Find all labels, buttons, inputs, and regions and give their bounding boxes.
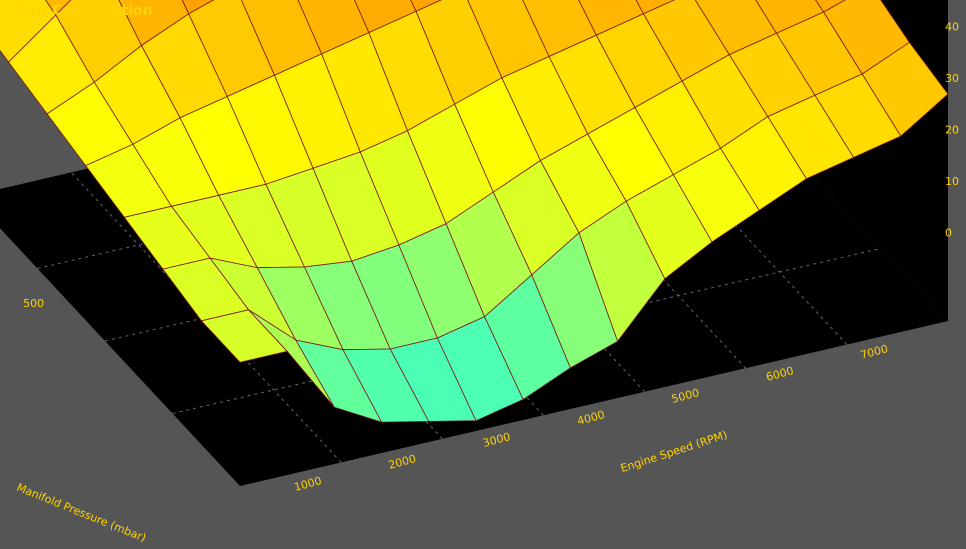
surface-cell bbox=[815, 0, 846, 13]
x-tick-label: 4000 bbox=[576, 408, 606, 428]
surface-cell bbox=[861, 41, 949, 137]
z-tick-label: 30 bbox=[945, 72, 959, 85]
z-tick-label: 20 bbox=[945, 124, 959, 137]
x-tick-label: 6000 bbox=[765, 364, 795, 384]
z-tick-label: 40 bbox=[945, 20, 959, 33]
surface bbox=[0, 0, 949, 423]
chart-title: Low Cam Ignition bbox=[16, 3, 153, 19]
x-tick-label: 1000 bbox=[293, 474, 323, 494]
x-tick-label: 5000 bbox=[670, 386, 700, 406]
x-tick-label: 2000 bbox=[387, 452, 417, 472]
surface-cell bbox=[45, 0, 72, 16]
x-tick-label: 7000 bbox=[859, 342, 889, 362]
z-tick-label: 0 bbox=[945, 227, 952, 240]
surface-cell bbox=[410, 0, 442, 12]
floor-grid-line bbox=[172, 248, 881, 414]
z-tick-label: 10 bbox=[945, 175, 959, 188]
x-tick-label: 3000 bbox=[481, 430, 511, 450]
y-tick-label: 500 bbox=[23, 297, 44, 310]
surface-cell bbox=[181, 0, 215, 15]
surface-cell bbox=[635, 0, 676, 15]
y-axis-label: Manifold Pressure (mbar) bbox=[15, 481, 148, 545]
x-axis-label: Engine Speed (RPM) bbox=[619, 428, 729, 475]
